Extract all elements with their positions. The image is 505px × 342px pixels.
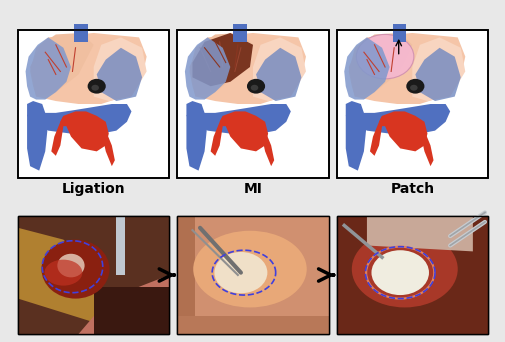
Ellipse shape [409,85,417,91]
Bar [177,30,328,178]
Bar [177,216,195,334]
Bar [116,216,125,275]
Polygon shape [343,37,389,100]
Polygon shape [186,101,207,171]
Polygon shape [27,104,131,134]
Polygon shape [412,37,465,101]
Bar [177,216,328,334]
Bar [336,30,487,178]
Ellipse shape [356,35,413,79]
Bar [93,287,169,334]
Bar [18,30,169,178]
Polygon shape [78,275,169,334]
Bar [336,216,487,334]
Ellipse shape [41,240,110,299]
Ellipse shape [44,260,82,286]
Bar [336,216,487,334]
Ellipse shape [91,85,99,91]
Polygon shape [27,101,48,171]
Polygon shape [184,37,230,100]
Polygon shape [378,111,427,152]
Text: MI: MI [243,182,262,196]
Polygon shape [186,104,290,134]
Polygon shape [348,33,465,104]
Polygon shape [189,33,252,96]
Bar [18,30,169,178]
Polygon shape [101,122,115,166]
Polygon shape [348,33,412,96]
Polygon shape [415,48,460,101]
Polygon shape [30,33,146,104]
Polygon shape [189,33,306,104]
Bar [177,316,328,334]
Ellipse shape [371,250,428,295]
Polygon shape [96,48,142,101]
Bar [177,216,328,334]
Polygon shape [60,111,109,152]
Polygon shape [210,116,222,156]
Ellipse shape [193,231,306,307]
Polygon shape [260,122,274,166]
Ellipse shape [351,231,457,307]
Bar [74,24,87,42]
Polygon shape [369,116,381,156]
Polygon shape [345,104,449,134]
Bar [18,216,169,334]
Bar [18,216,169,334]
Bar [336,30,487,178]
Polygon shape [256,48,301,101]
Polygon shape [51,116,63,156]
Polygon shape [30,33,93,96]
Ellipse shape [250,85,258,91]
Ellipse shape [214,252,267,293]
Bar [336,216,487,334]
Polygon shape [345,101,366,171]
Polygon shape [252,37,306,101]
Text: Ligation: Ligation [62,182,125,196]
Ellipse shape [57,254,84,277]
Text: Patch: Patch [389,182,433,196]
Polygon shape [26,37,71,100]
Bar [177,216,328,334]
Bar [177,30,328,178]
Polygon shape [419,122,433,166]
Ellipse shape [246,79,265,94]
Polygon shape [18,228,101,322]
Bar [18,216,169,334]
Ellipse shape [87,79,106,94]
Ellipse shape [406,79,424,94]
Bar [233,24,246,42]
Polygon shape [219,111,268,152]
Polygon shape [366,216,472,251]
Polygon shape [93,37,146,101]
Bar [392,24,406,42]
Polygon shape [192,33,252,86]
